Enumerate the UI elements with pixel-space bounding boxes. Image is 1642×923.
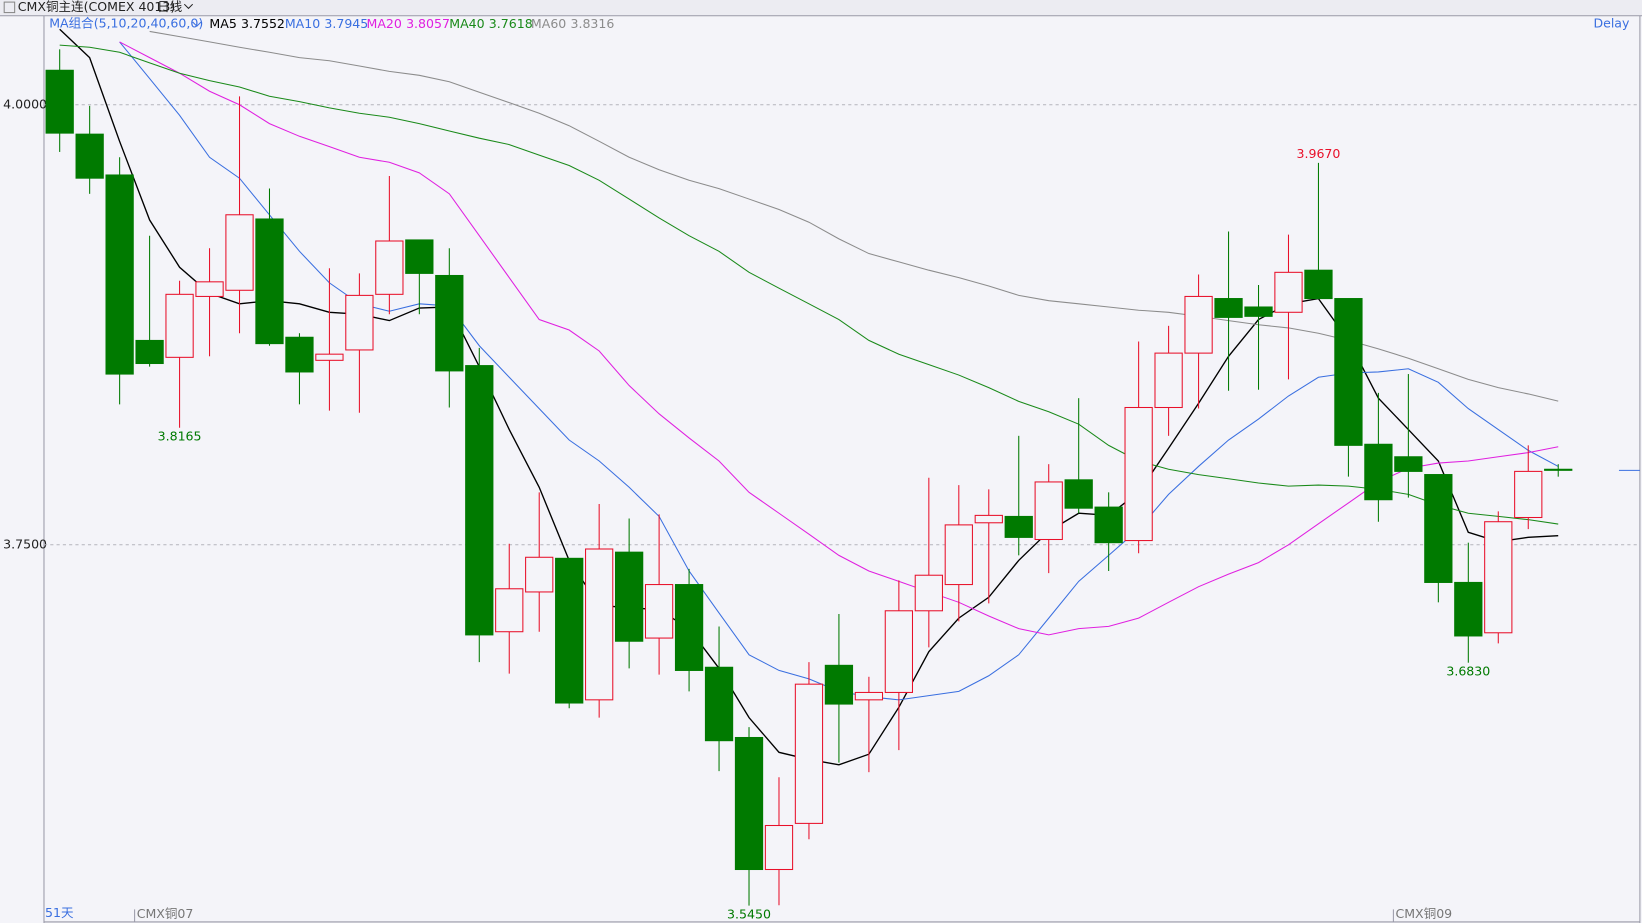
candle-body <box>764 824 794 871</box>
candle-body <box>1094 506 1123 544</box>
candle-body <box>555 557 584 704</box>
candle-body <box>435 274 464 372</box>
ma-line <box>119 41 1559 636</box>
candle-body <box>1544 468 1573 471</box>
indicator-chevron[interactable] <box>192 21 202 27</box>
candle-body <box>614 551 644 642</box>
candle-body <box>465 365 494 636</box>
candle-body <box>854 691 884 701</box>
legend-entry: MA40 3.7618 <box>449 16 532 31</box>
low-label: 3.8165 <box>158 429 202 444</box>
candle-body <box>914 574 943 612</box>
legend-entry: MA20 3.8057 <box>367 16 450 31</box>
legend-value: 3.7552 <box>241 16 285 31</box>
candle-body <box>1304 269 1333 300</box>
legend-entry: MA10 3.7945 <box>285 16 368 31</box>
legend-name: MA5 <box>209 16 236 31</box>
candle-body <box>1244 306 1273 317</box>
y-tick-label: 4.0000 <box>3 96 47 111</box>
candle-body <box>75 133 104 179</box>
status: Delay <box>1593 16 1630 31</box>
candle-body <box>1034 481 1063 541</box>
candle-body <box>944 524 973 586</box>
title-icon <box>3 1 16 14</box>
y-tick-label: 3.7500 <box>3 536 47 551</box>
candle-body <box>345 294 374 351</box>
candle-body <box>974 514 1003 524</box>
candle-body <box>585 548 614 701</box>
x-tick-label: CMX铜07 <box>137 906 194 921</box>
candle-body <box>315 353 344 361</box>
candle-body <box>824 664 854 705</box>
candle-body <box>165 293 194 358</box>
legend-value: 3.7945 <box>324 16 368 31</box>
period[interactable]: 日线 <box>157 0 183 14</box>
candle-body <box>1454 581 1483 637</box>
candle-body <box>1484 521 1513 634</box>
candle-body <box>1334 298 1363 446</box>
legend-entry: MA60 3.8316 <box>531 16 614 31</box>
candle-body <box>525 556 554 593</box>
legend-entry: MA5 3.7552 <box>209 16 284 31</box>
legend-value: 3.8057 <box>406 16 450 31</box>
ma-line <box>59 44 1559 525</box>
candle-body <box>644 584 674 639</box>
low-label: 3.6830 <box>1446 664 1490 679</box>
candle-body <box>495 588 524 633</box>
top-bar <box>0 0 1642 16</box>
candle-body <box>884 610 914 693</box>
candle-body <box>1184 295 1213 354</box>
count-label: 51天 <box>45 905 74 920</box>
candle-body <box>135 339 164 365</box>
candle-body <box>1274 271 1303 313</box>
candle-body <box>794 683 824 824</box>
ma-line <box>149 30 1559 402</box>
indicator-label[interactable]: MA组合(5,10,20,40,60,0) <box>49 16 203 31</box>
candle-body <box>225 214 254 291</box>
candle-body <box>105 174 134 375</box>
legend-value: 3.8316 <box>570 16 614 31</box>
candle-body <box>1364 443 1393 501</box>
candle-body <box>1154 352 1183 409</box>
legend-name: MA40 <box>449 16 484 31</box>
candle-body <box>255 218 284 345</box>
candle-body <box>1424 474 1453 583</box>
candle-body <box>1064 479 1093 509</box>
candle-body <box>405 239 434 274</box>
candle-body <box>45 69 74 134</box>
legend-name: MA20 <box>367 16 402 31</box>
legend-name: MA10 <box>285 16 320 31</box>
candle-body <box>1394 456 1423 472</box>
legend-value: 3.7618 <box>489 16 533 31</box>
high-label: 3.9670 <box>1297 146 1341 161</box>
candle-body <box>1124 406 1153 542</box>
candle-body <box>1214 298 1243 318</box>
candle-body <box>674 584 704 671</box>
chart-title[interactable]: CMX铜主连(COMEX 4013) <box>18 0 175 14</box>
candle-body <box>1514 470 1543 519</box>
candle-body <box>704 666 734 742</box>
legend-name: MA60 <box>531 16 566 31</box>
candle-body <box>734 736 764 871</box>
x-tick-label: CMX铜09 <box>1395 906 1452 921</box>
candle-body <box>1004 515 1033 538</box>
candle-body <box>195 281 224 297</box>
period-chevron[interactable] <box>183 3 194 10</box>
candle-body <box>375 240 404 295</box>
low-label: 3.5450 <box>727 907 771 922</box>
candle-body <box>285 336 314 373</box>
